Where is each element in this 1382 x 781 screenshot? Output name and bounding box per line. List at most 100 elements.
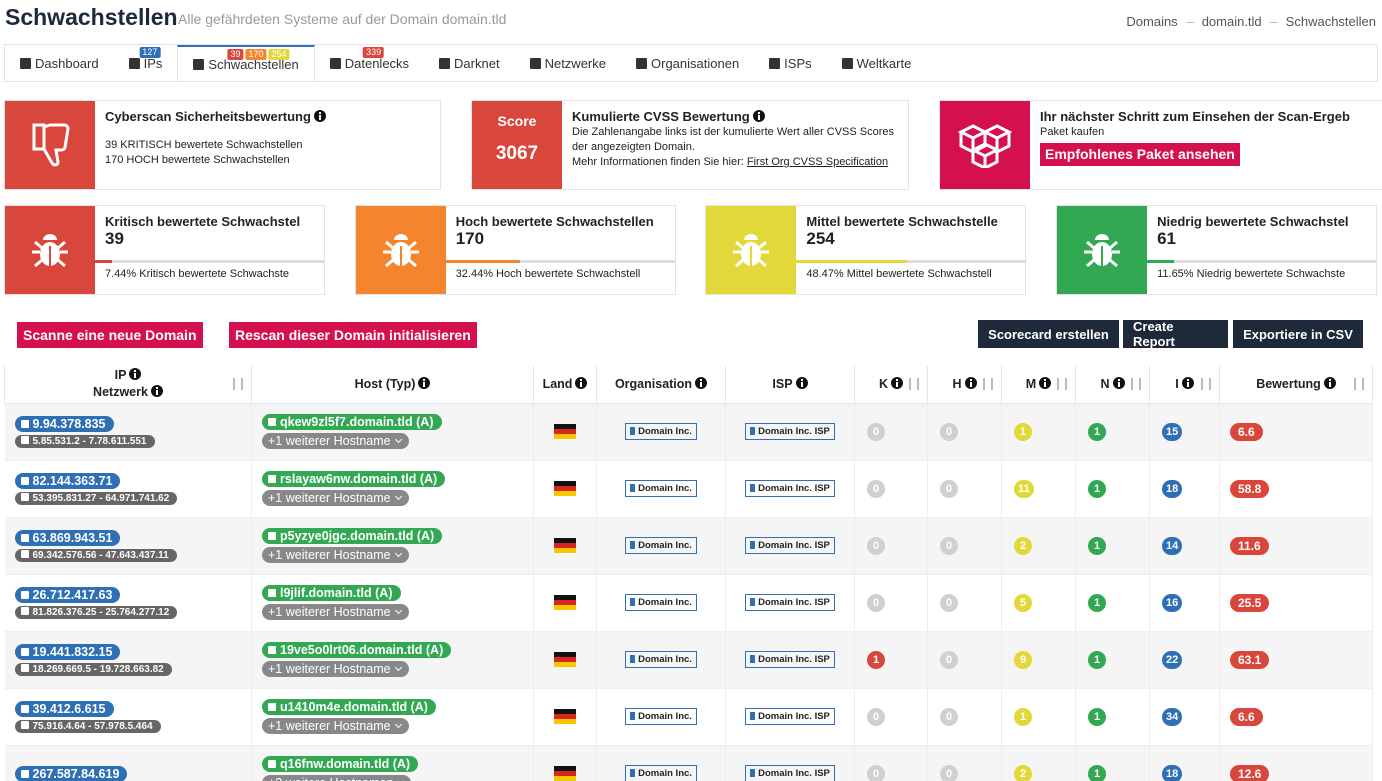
sort-icon[interactable]	[983, 378, 993, 390]
building-icon	[630, 712, 636, 720]
column-header: N	[1075, 366, 1150, 404]
count-badge: 22	[1162, 650, 1183, 669]
more-hosts[interactable]: +1 weiterer Hostname	[262, 433, 409, 449]
action-button[interactable]: Exportiere in CSV	[1233, 320, 1363, 348]
more-hosts[interactable]: +2 weitere Hostnamen	[262, 775, 412, 781]
action-button[interactable]: Scorecard erstellen	[978, 320, 1119, 348]
tab-label: Darknet	[454, 55, 500, 71]
host-pill[interactable]: l9jlif.domain.tld (A)	[262, 585, 401, 601]
more-hosts[interactable]: +1 weiterer Hostname	[262, 718, 409, 734]
count-badge: 1	[1088, 650, 1106, 669]
breadcrumb-item[interactable]: Schwachstellen	[1285, 14, 1376, 29]
package-button[interactable]: Empfohlenes Paket ansehen	[1040, 143, 1240, 166]
isp-box[interactable]: Domain Inc. ISP	[745, 651, 835, 668]
sort-icon[interactable]	[1201, 378, 1211, 390]
sort-icon[interactable]	[1057, 378, 1067, 390]
more-hosts[interactable]: +1 weiterer Hostname	[262, 547, 409, 563]
host-cell: rslayaw6nw.domain.tld (A) +1 weiterer Hos…	[251, 459, 534, 518]
progress-caption: 32.44% Hoch bewertete Schwachstell	[455, 268, 641, 280]
card-title: Niedrig bewertete Schwachstel	[1157, 214, 1349, 229]
host-pill[interactable]: 19ve5o0lrt06.domain.tld (A)	[262, 642, 452, 658]
server-icon	[20, 647, 29, 656]
building-icon	[630, 541, 636, 549]
host-cell: 19ve5o0lrt06.domain.tld (A) +1 weiterer H…	[251, 630, 534, 689]
tab[interactable]: Weltkarte	[827, 45, 927, 81]
chevron	[394, 435, 402, 444]
sort-icon[interactable]	[233, 378, 243, 390]
flag-stripe	[554, 594, 576, 600]
host-pill[interactable]: q16fnw.domain.tld (A)	[262, 756, 419, 772]
host-pill[interactable]: p5yzye0jgc.domain.tld (A)	[262, 528, 443, 544]
tab-icon	[329, 57, 341, 69]
sort-icon[interactable]	[1131, 378, 1141, 390]
org-text: Domain Inc.	[638, 540, 692, 551]
tab[interactable]: ISPs	[754, 45, 826, 81]
isp-box[interactable]: Domain Inc. ISP	[745, 537, 835, 554]
ip-cell: 63.869.943.51 69.342.576.56 - 47.643.437.…	[4, 516, 252, 575]
sort-icon[interactable]	[909, 378, 919, 390]
count-cell: 0	[854, 573, 928, 632]
isp-box[interactable]: Domain Inc. ISP	[745, 480, 835, 497]
action-button[interactable]: Create Report	[1123, 319, 1228, 349]
org-text: Domain Inc.	[638, 768, 692, 779]
tab[interactable]: Organisationen	[621, 45, 754, 81]
info-icon	[313, 110, 326, 122]
network-pill: 5.85.531.2 - 7.78.611.551	[14, 434, 155, 448]
more-hosts[interactable]: +1 weiterer Hostname	[262, 604, 409, 620]
host-pill[interactable]: rslayaw6nw.domain.tld (A)	[262, 471, 446, 487]
info-icon	[695, 377, 708, 390]
tab-icon	[193, 58, 205, 70]
isp-box[interactable]: Domain Inc. ISP	[745, 765, 835, 781]
org-box[interactable]: Domain Inc.	[625, 537, 697, 554]
info-icon	[418, 377, 431, 390]
count-cell: 22	[1149, 630, 1220, 689]
more-hosts[interactable]: +1 weiterer Hostname	[262, 490, 409, 506]
org-box[interactable]: Domain Inc.	[625, 480, 697, 497]
flag-stripe	[554, 662, 576, 668]
org-box[interactable]: Domain Inc.	[625, 765, 697, 781]
isp-box[interactable]: Domain Inc. ISP	[745, 594, 835, 611]
chevron	[394, 549, 402, 558]
tab[interactable]: Darknet	[424, 45, 515, 81]
org-box[interactable]: Domain Inc.	[625, 423, 697, 440]
tab[interactable]: Schwachstellen 39 170 254	[177, 45, 315, 81]
org-box[interactable]: Domain Inc.	[625, 651, 697, 668]
isp-box[interactable]: Domain Inc. ISP	[745, 708, 835, 725]
isp-text: Domain Inc. ISP	[758, 711, 830, 722]
org-box[interactable]: Domain Inc.	[625, 594, 697, 611]
tab-label: Netzwerke	[544, 55, 606, 71]
host-pill[interactable]: u1410m4e.domain.tld (A)	[262, 699, 436, 715]
breadcrumb-item[interactable]: domain.tld	[1201, 14, 1262, 29]
org-box[interactable]: Domain Inc.	[625, 708, 697, 725]
sort-icon[interactable]	[1354, 378, 1364, 390]
tab[interactable]: IPs 127	[114, 45, 178, 81]
cvss-link[interactable]: First Org CVSS Specification	[746, 156, 889, 168]
network-text: 75.916.4.64 - 57.978.5.464	[32, 720, 153, 732]
server-icon	[20, 769, 29, 778]
flag-de	[554, 708, 576, 725]
isp-text: Domain Inc. ISP	[758, 654, 830, 665]
breadcrumb-item[interactable]: Domains	[1126, 14, 1178, 29]
host-pill[interactable]: qkew9zl5f7.domain.tld (A)	[262, 414, 442, 430]
server-icon	[20, 704, 29, 713]
count-badge: 2	[1014, 536, 1032, 555]
info-icon	[1323, 377, 1336, 390]
more-hosts[interactable]: +1 weiterer Hostname	[262, 661, 409, 677]
table-row: 19.441.832.15 18.269.669.5 - 19.728.663.8…	[4, 630, 1373, 689]
tab[interactable]: Datenlecks 339	[315, 45, 424, 81]
isp-box[interactable]: Domain Inc. ISP	[745, 423, 835, 440]
tab[interactable]: Dashboard	[5, 45, 114, 81]
count-badge: 1	[1014, 707, 1032, 726]
severity-count: 170	[455, 229, 485, 248]
action-button[interactable]: Rescan dieser Domain initialisieren	[229, 322, 477, 348]
building-icon	[750, 712, 756, 720]
chevron	[394, 606, 402, 615]
tab[interactable]: Netzwerke	[515, 45, 621, 81]
score-cell: 63.1	[1219, 630, 1373, 689]
count-cell: 0	[927, 573, 1002, 632]
count-cell: 1	[1075, 459, 1150, 518]
flag-de	[554, 765, 576, 781]
action-button[interactable]: Scanne eine neue Domain	[17, 322, 203, 348]
flag-stripe	[554, 713, 576, 720]
column-subtitle: Netzwerk	[93, 385, 148, 400]
